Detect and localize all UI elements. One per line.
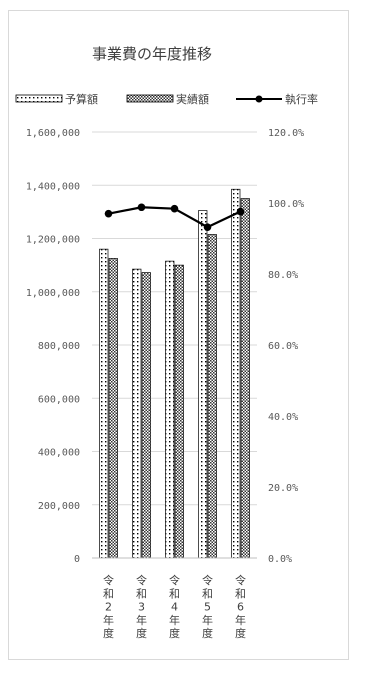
right-tick-label: 20.0%	[268, 483, 298, 494]
legend-label-rate: 執行率	[285, 92, 318, 106]
actual-bar	[240, 198, 250, 559]
left-tick-label: 200,000	[38, 501, 80, 512]
actual-bar	[108, 258, 118, 559]
budget-bar	[198, 210, 208, 559]
left-tick-label: 800,000	[38, 341, 80, 352]
right-tick-label: 120.0%	[268, 128, 304, 139]
right-tick-label: 100.0%	[268, 199, 304, 210]
legend: 予算額 実績額 執行率	[15, 92, 318, 106]
budget-bar	[99, 248, 109, 559]
left-tick-label: 0	[74, 554, 80, 565]
left-tick-label: 1,200,000	[26, 235, 80, 246]
right-tick-label: 0.0%	[268, 554, 292, 565]
actual-bar	[141, 272, 151, 559]
left-tick-label: 400,000	[38, 448, 80, 459]
left-tick-label: 1,600,000	[26, 128, 80, 139]
right-axis-ticks: 0.0% 20.0% 40.0% 60.0% 80.0% 100.0% 120.0%	[268, 128, 304, 565]
chart-title: 事業費の年度推移	[92, 45, 212, 63]
rate-point	[203, 223, 212, 231]
budget-bar	[231, 188, 241, 559]
category-label: 令和 3 年度	[136, 573, 147, 640]
rate-point	[104, 209, 113, 218]
legend-swatch-budget	[15, 94, 63, 103]
left-tick-label: 600,000	[38, 394, 80, 405]
legend-label-budget: 予算額	[65, 92, 98, 106]
grid-lines	[92, 131, 257, 506]
actual-bar	[207, 234, 217, 559]
category-label: 令和 4 年度	[169, 573, 180, 640]
category-label: 令和 5 年度	[202, 573, 213, 640]
rate-point	[236, 207, 245, 216]
bars	[99, 188, 250, 559]
left-axis-ticks: 0 200,000 400,000 600,000 800,000 1,000,000 1,…	[26, 128, 80, 565]
left-tick-label: 1,000,000	[26, 288, 80, 299]
budget-bar	[165, 260, 175, 559]
rate-point	[137, 203, 146, 212]
legend-marker-rate	[255, 95, 263, 103]
left-tick-label: 1,400,000	[26, 181, 80, 192]
legend-label-actual: 実績額	[176, 92, 209, 106]
category-label: 令和 6 年度	[235, 573, 246, 640]
category-label: 令和 2 年度	[103, 573, 114, 640]
right-tick-label: 40.0%	[268, 412, 298, 423]
budget-bar	[132, 268, 142, 559]
legend-swatch-actual	[126, 94, 174, 103]
right-tick-label: 60.0%	[268, 341, 298, 352]
actual-bar	[174, 264, 184, 559]
rate-point	[170, 204, 179, 213]
category-labels: 令和 2 年度 令和 3 年度 令和 4 年度 令和 5 年度 令和 6 年度	[103, 573, 246, 640]
rate-line	[104, 203, 245, 231]
right-tick-label: 80.0%	[268, 270, 298, 281]
